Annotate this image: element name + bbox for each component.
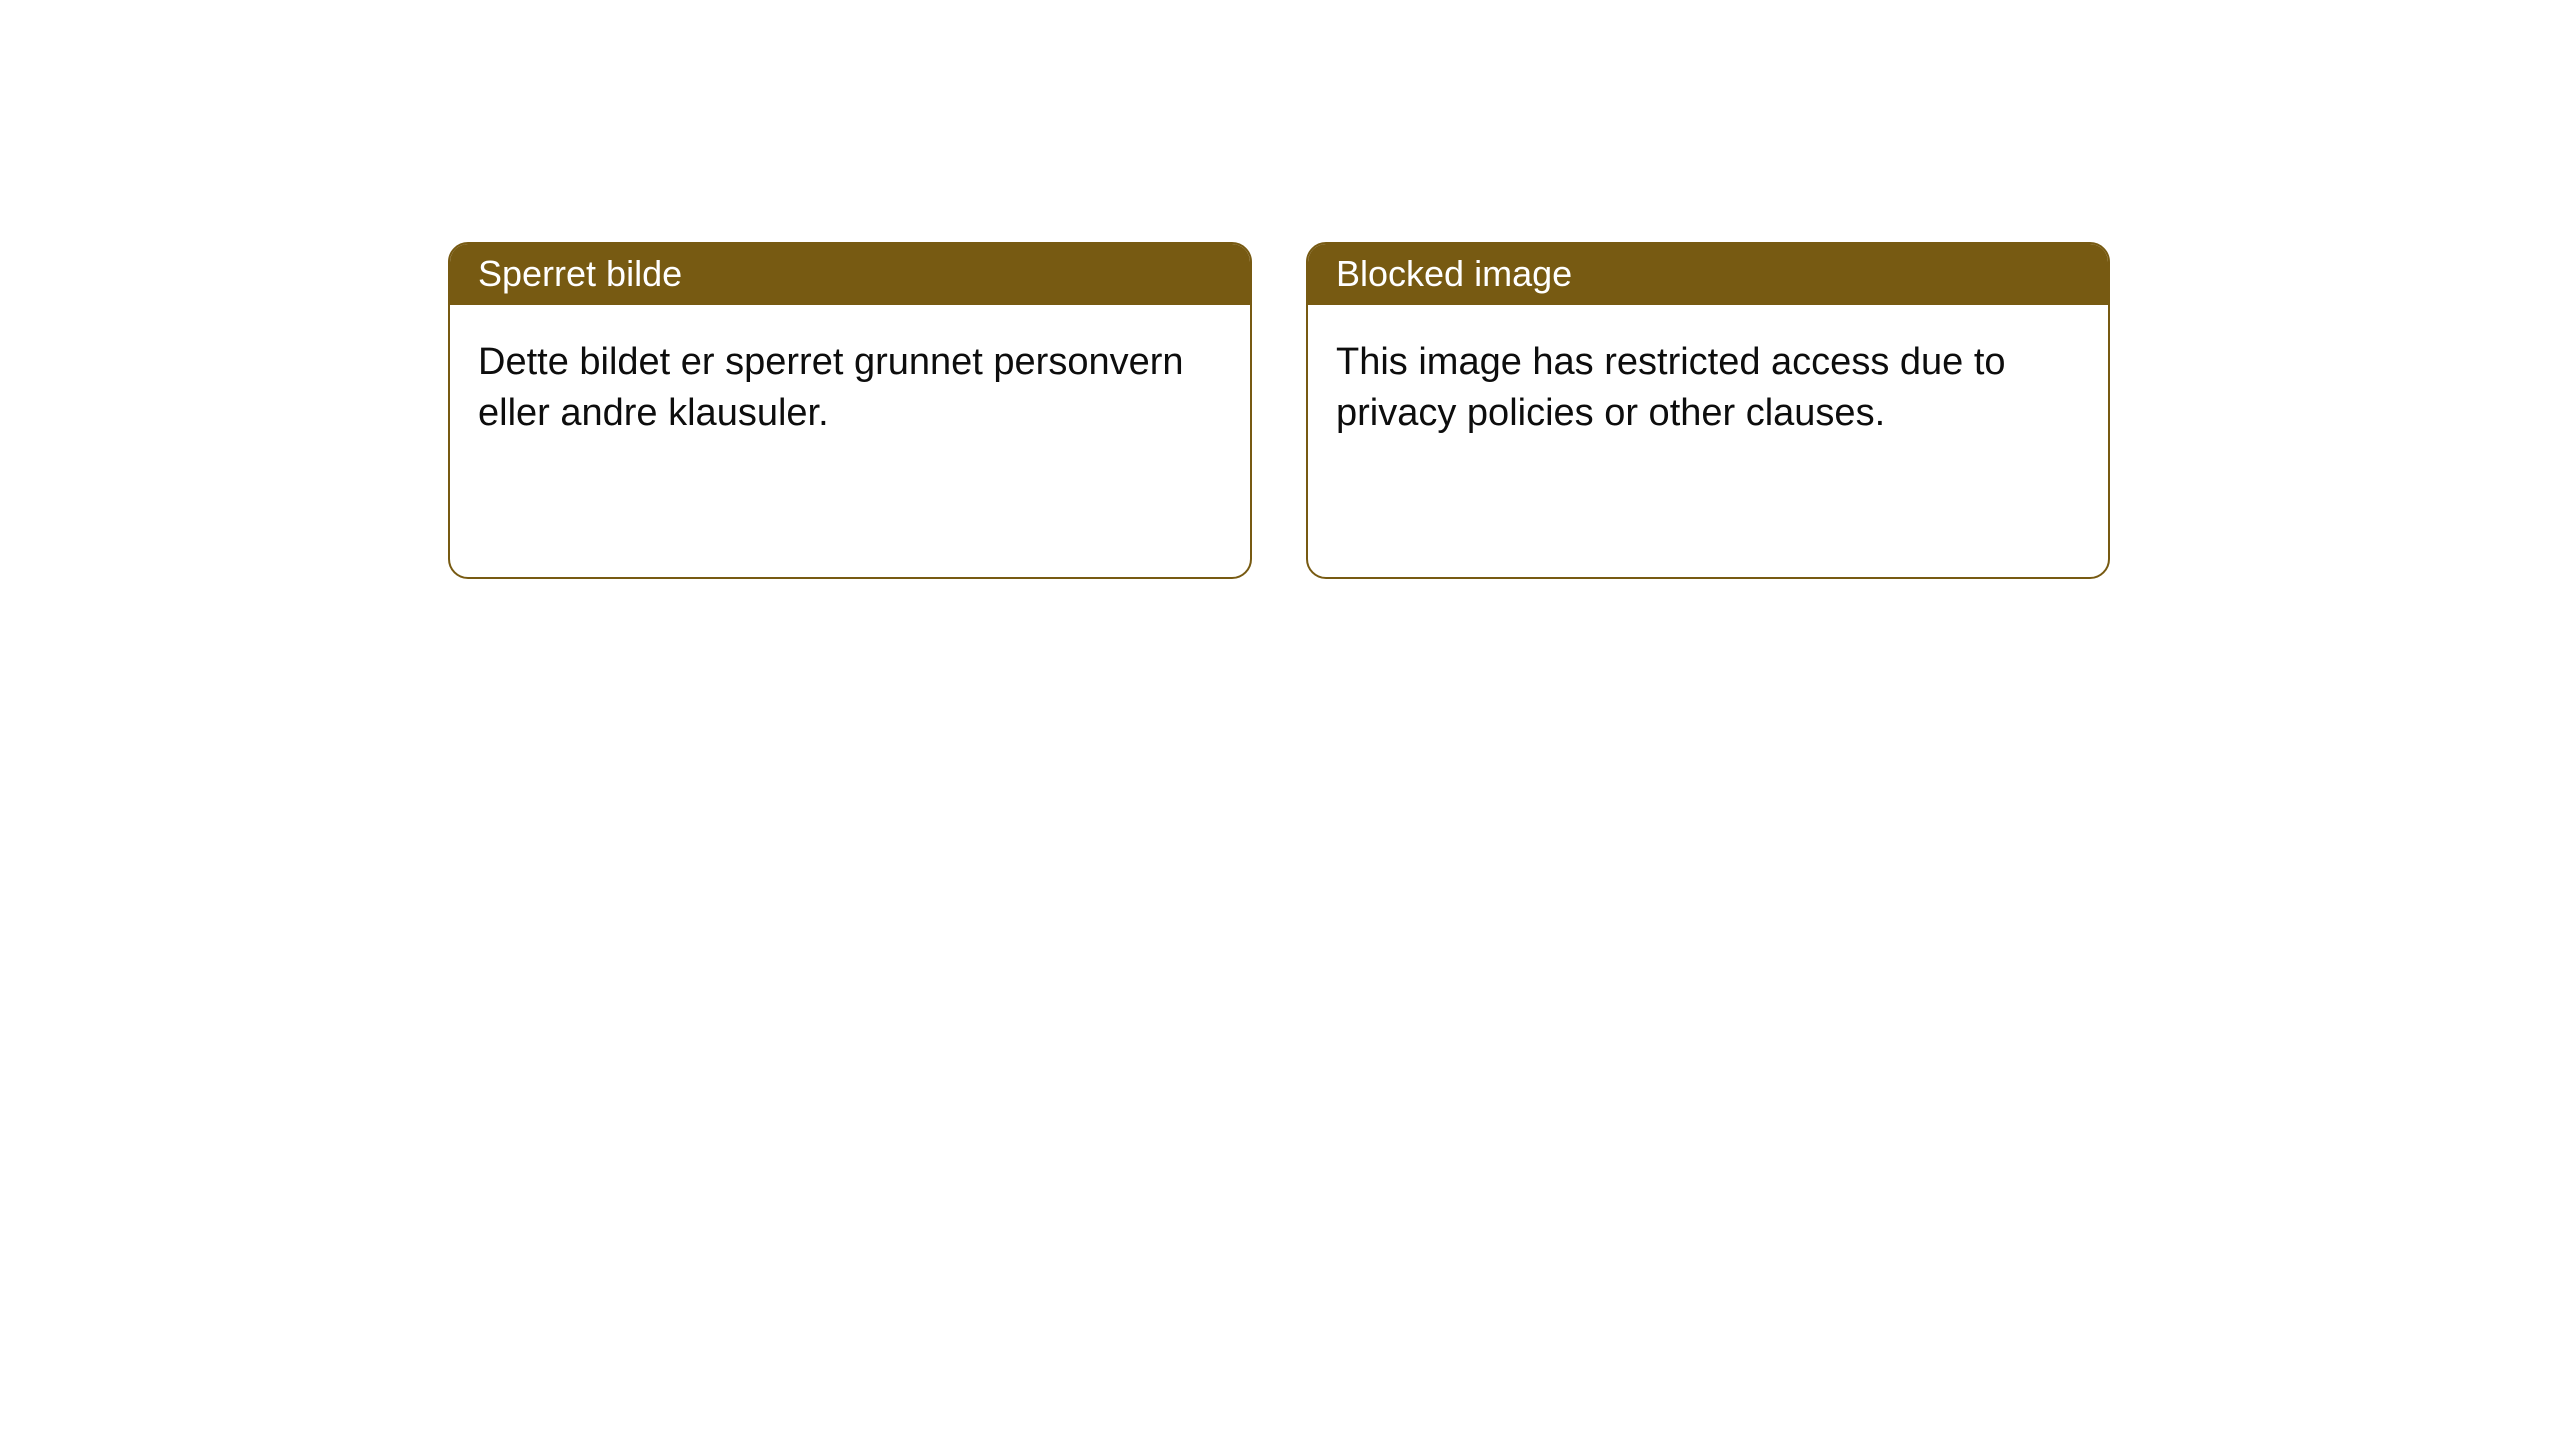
notice-card-english: Blocked image This image has restricted … xyxy=(1306,242,2110,579)
card-header: Sperret bilde xyxy=(450,244,1250,305)
card-header: Blocked image xyxy=(1308,244,2108,305)
card-body: This image has restricted access due to … xyxy=(1308,305,2108,577)
notice-cards-container: Sperret bilde Dette bildet er sperret gr… xyxy=(448,242,2110,579)
notice-card-norwegian: Sperret bilde Dette bildet er sperret gr… xyxy=(448,242,1252,579)
card-body: Dette bildet er sperret grunnet personve… xyxy=(450,305,1250,577)
